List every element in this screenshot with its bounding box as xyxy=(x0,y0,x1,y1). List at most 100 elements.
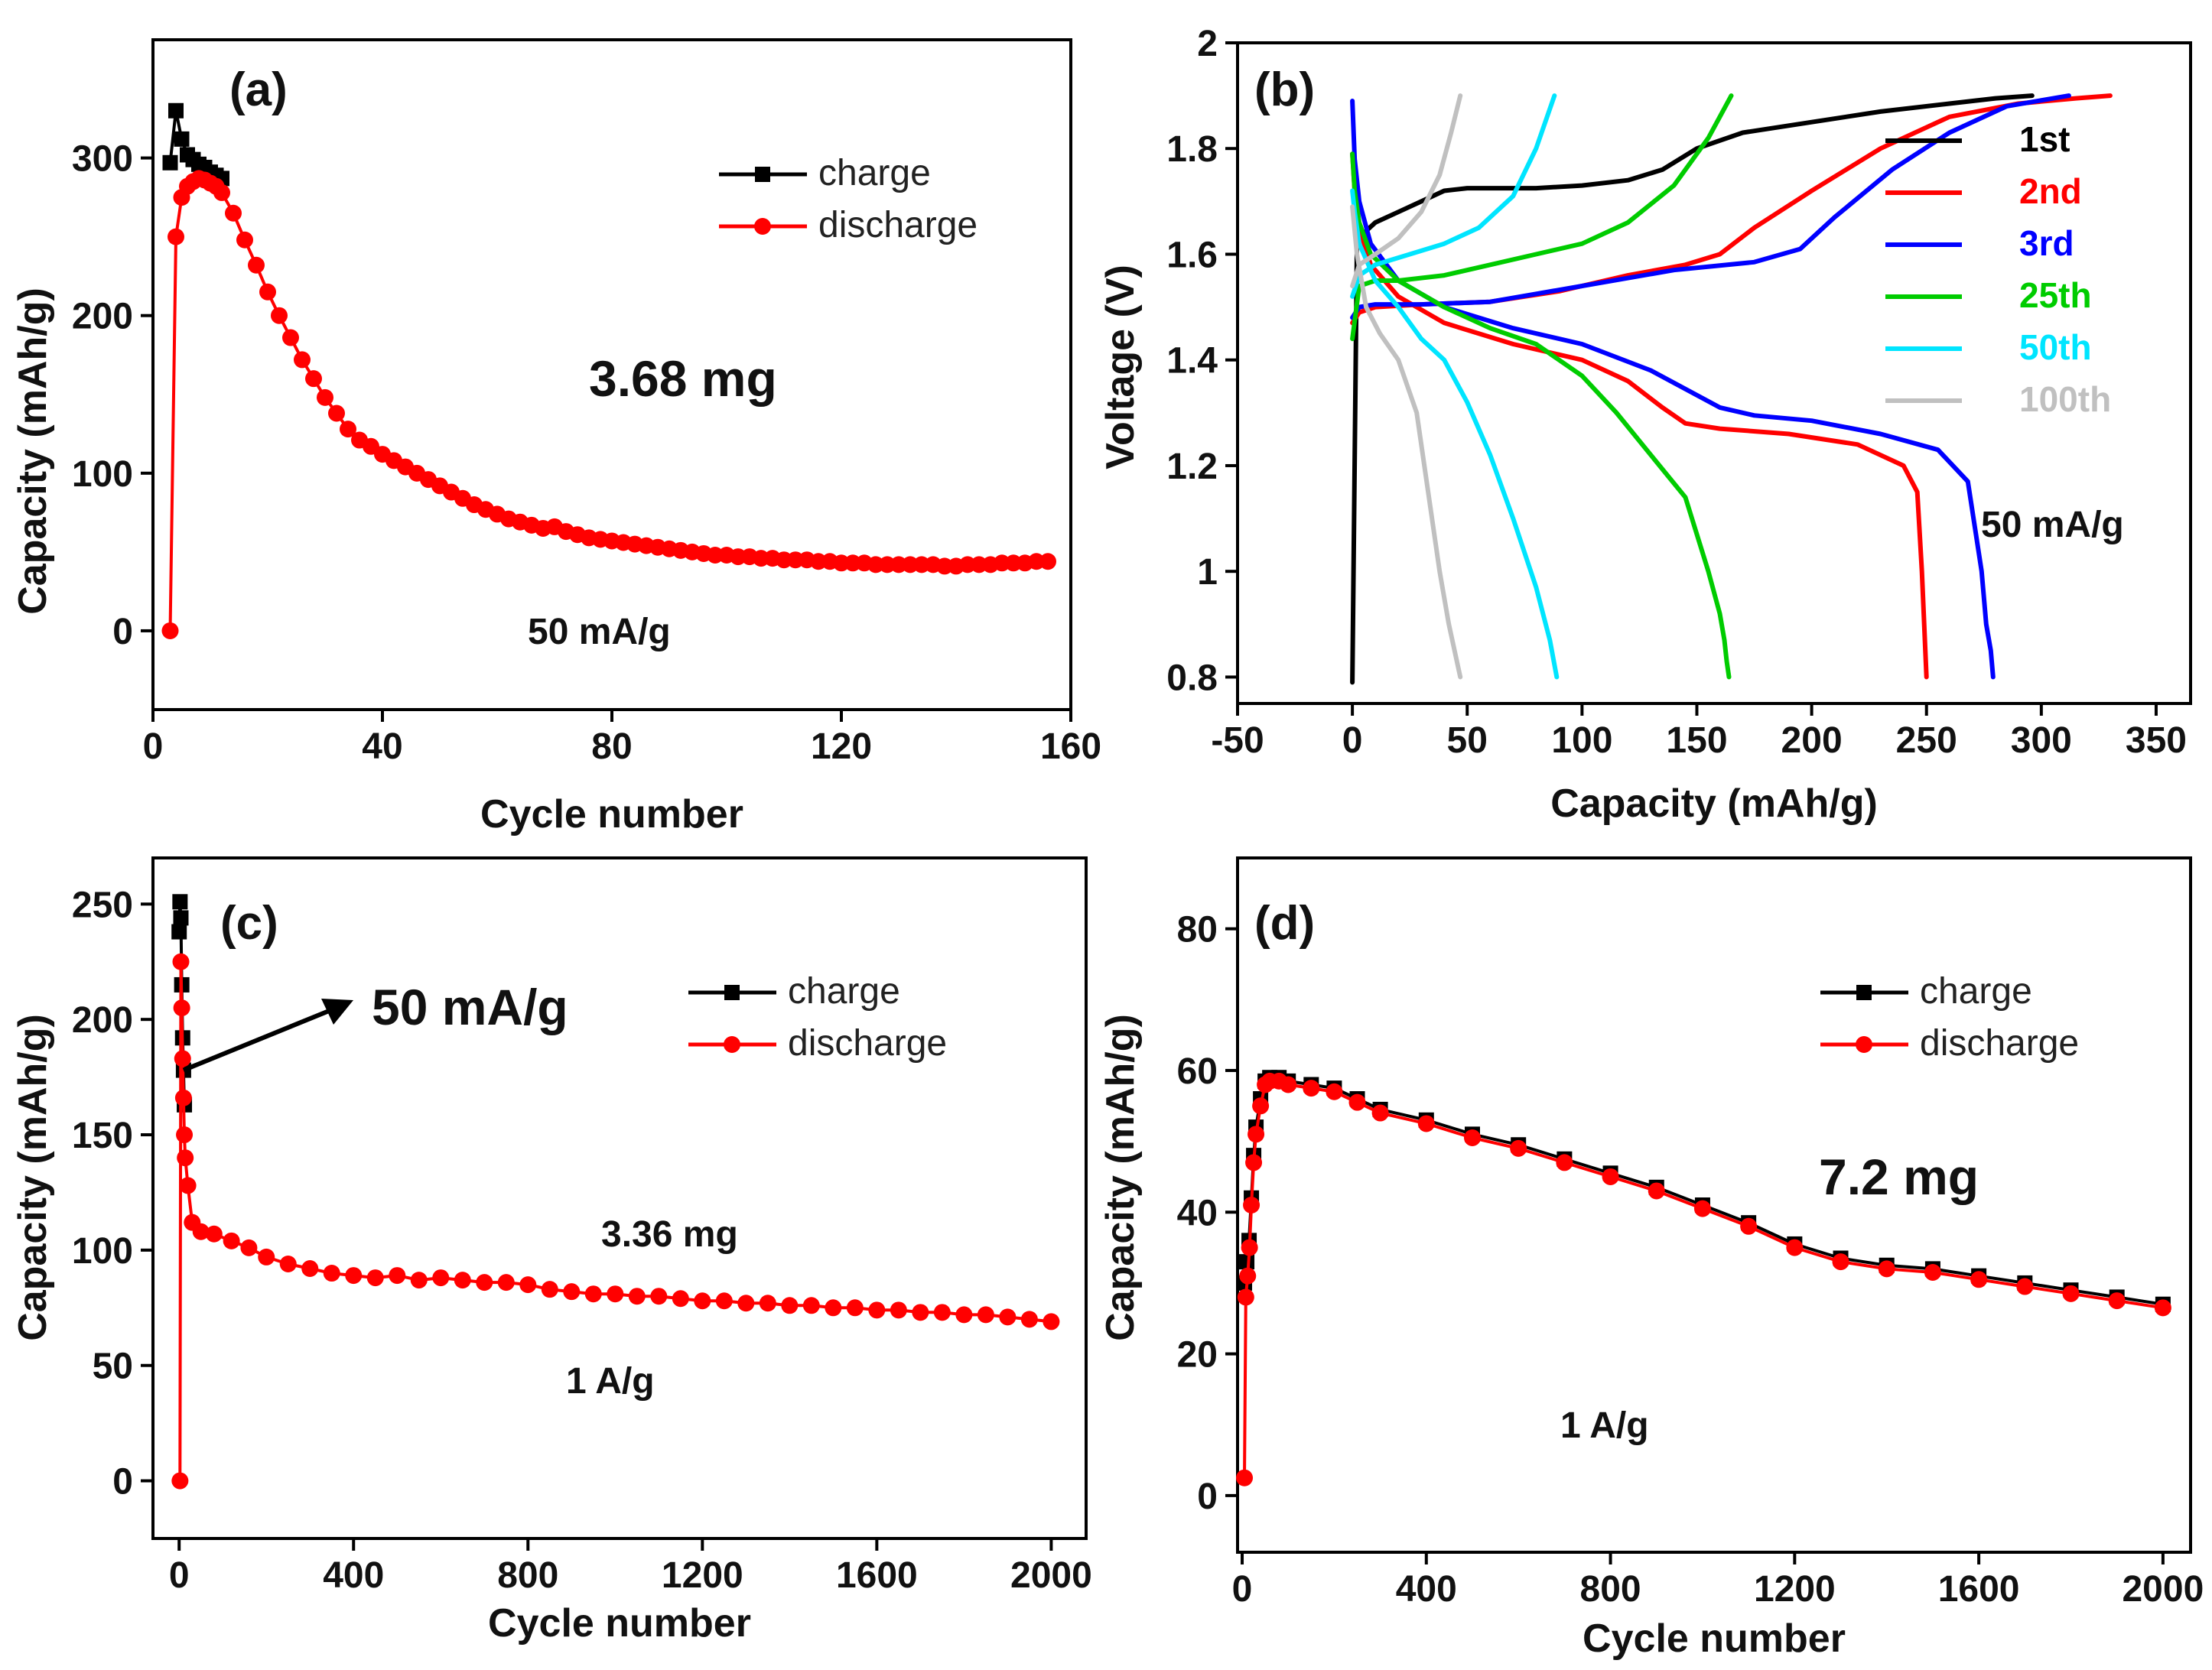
discharge-point xyxy=(161,622,179,639)
x-tick-label: 1600 xyxy=(836,1555,918,1596)
discharge-point xyxy=(977,1306,994,1324)
series-1st-charge xyxy=(1350,93,2035,685)
discharge-point xyxy=(1556,1154,1573,1171)
y-tick-label: 150 xyxy=(72,1116,133,1156)
x-axis-label: Capacity (mAh/g) xyxy=(1550,781,1878,826)
discharge-point xyxy=(179,1177,197,1194)
legend-marker-charge xyxy=(755,167,770,182)
discharge-point xyxy=(1039,553,1056,570)
panel-b: -50 0 50 100 150 200 250 300 350 0.8 1 1.2 1.4 1.6 1.8… xyxy=(1098,24,2192,826)
legend-label-charge: charge xyxy=(1920,971,2032,1012)
discharge-point xyxy=(497,1274,515,1291)
discharge-point xyxy=(1924,1264,1941,1282)
panel-a: 0 40 80 120 160 0 100 200 300 Cycle number Capacit… xyxy=(11,38,1101,837)
panel-label: (d) xyxy=(1254,897,1315,950)
panel-c: 0 400 800 1200 1600 2000 0 50 100 150 200 250 Cycle … xyxy=(11,856,1092,1646)
discharge-point xyxy=(271,307,288,324)
annotation: 3.36 mg xyxy=(601,1214,738,1255)
discharge-point xyxy=(1241,1239,1258,1256)
y-tick-label: 300 xyxy=(72,139,133,180)
legend-marker-discharge xyxy=(1856,1036,1872,1053)
annotation: 50 mA/g xyxy=(528,612,671,652)
discharge-point xyxy=(1236,1469,1254,1486)
plot-frame xyxy=(1236,856,2192,1554)
y-tick-label: 0 xyxy=(1197,1477,1218,1517)
discharge-point xyxy=(2108,1292,2126,1310)
x-tick-label: 160 xyxy=(1040,726,1101,767)
discharge-point xyxy=(389,1267,406,1285)
discharge-point xyxy=(1326,1083,1343,1100)
discharge-point xyxy=(1417,1115,1435,1132)
discharge-point xyxy=(825,1299,842,1317)
discharge-point xyxy=(912,1304,929,1321)
x-tick-label: 100 xyxy=(1551,720,1612,761)
discharge-point xyxy=(1510,1139,1527,1157)
y-tick-label: 100 xyxy=(72,454,133,495)
plot-frame xyxy=(151,856,1088,1540)
discharge-point xyxy=(432,1269,450,1287)
legend-marker-discharge xyxy=(724,1036,740,1053)
discharge-point xyxy=(294,351,311,369)
discharge-point xyxy=(345,1267,363,1285)
discharge-point xyxy=(323,1265,340,1282)
discharge-point xyxy=(248,256,265,274)
discharge-point xyxy=(1303,1080,1320,1097)
x-tick-label: 80 xyxy=(591,726,632,767)
discharge-point xyxy=(2016,1278,2034,1295)
panel-label: (b) xyxy=(1254,63,1315,116)
discharge-point xyxy=(584,1285,602,1303)
legend-label-1st: 1st xyxy=(2019,119,2070,159)
discharge-point xyxy=(236,231,253,249)
discharge-point xyxy=(890,1301,907,1319)
discharge-point xyxy=(282,329,299,346)
annotation-arrow xyxy=(182,1006,338,1073)
charge-point xyxy=(173,910,189,926)
y-tick-label: 200 xyxy=(72,1000,133,1041)
discharge-point xyxy=(1243,1197,1261,1214)
panel-d: 0 400 800 1200 1600 2000 0 20 40 60 80 Cycle number… xyxy=(1098,856,2204,1661)
y-tick-label: 2 xyxy=(1197,24,1218,64)
discharge-point xyxy=(1878,1260,1895,1278)
y-tick-label: 0 xyxy=(112,612,133,652)
discharge-point xyxy=(454,1272,471,1289)
y-tick-label: 50 xyxy=(93,1347,133,1387)
x-tick-label: 150 xyxy=(1666,720,1727,761)
x-tick-label: 400 xyxy=(323,1555,384,1596)
y-tick-label: 40 xyxy=(1177,1193,1218,1233)
discharge-point xyxy=(173,999,190,1017)
x-axis-label: Cycle number xyxy=(1583,1616,1846,1661)
y-tick-label: 200 xyxy=(72,297,133,337)
annotation: 1 A/g xyxy=(1560,1405,1649,1446)
legend-label-100th: 100th xyxy=(2019,379,2111,419)
discharge-point xyxy=(737,1295,755,1312)
y-axis-label: Capacity (mAh/g) xyxy=(1098,1014,1143,1341)
panel-label: (c) xyxy=(220,897,278,950)
x-tick-label: 800 xyxy=(497,1555,558,1596)
discharge-point xyxy=(213,184,230,201)
discharge-point xyxy=(759,1295,776,1312)
series-2nd-discharge xyxy=(1350,151,1929,680)
discharge-point xyxy=(846,1299,864,1317)
discharge-point xyxy=(476,1274,493,1291)
series-100th-charge xyxy=(1350,93,1463,288)
discharge-point xyxy=(174,1089,192,1106)
discharge-point xyxy=(933,1304,951,1321)
x-tick-label: 800 xyxy=(1580,1569,1641,1610)
discharge-point xyxy=(225,204,242,222)
charge-point xyxy=(168,102,184,119)
x-tick-label: 50 xyxy=(1447,720,1488,761)
y-tick-label: 20 xyxy=(1177,1335,1218,1376)
discharge-point xyxy=(176,1126,194,1144)
discharge-point xyxy=(1348,1093,1366,1111)
discharge-point xyxy=(328,405,345,422)
series-50th-discharge xyxy=(1350,188,1560,680)
discharge-point xyxy=(366,1269,384,1287)
series-50th-charge xyxy=(1350,93,1557,299)
discharge-point xyxy=(715,1292,733,1310)
y-tick-label: 100 xyxy=(72,1231,133,1272)
discharge-point xyxy=(168,228,184,245)
plot-frame xyxy=(1236,41,2192,705)
legend-label-2nd: 2nd xyxy=(2019,171,2082,211)
annotation: 50 mA/g xyxy=(372,979,568,1035)
